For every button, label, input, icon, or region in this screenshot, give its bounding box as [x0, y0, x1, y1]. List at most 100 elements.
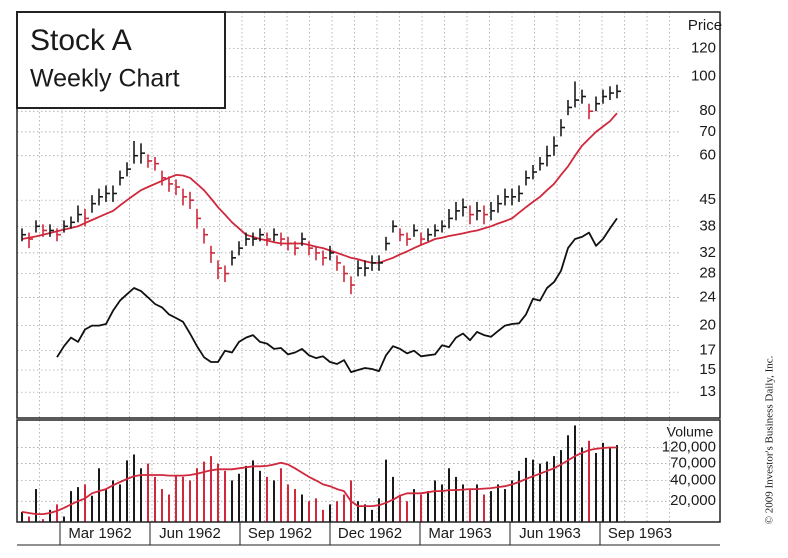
volume-bar — [147, 463, 149, 522]
volume-bar — [616, 445, 618, 522]
y-tick-label: 120 — [691, 40, 716, 57]
volume-bar — [539, 463, 541, 522]
volume-bar — [259, 470, 261, 522]
x-tick-label: Dec 1962 — [338, 525, 402, 542]
volume-bar — [182, 476, 184, 522]
chart-title: Stock A — [30, 24, 132, 57]
volume-bar — [266, 476, 268, 522]
volume-bar — [448, 468, 450, 522]
volume-bar — [455, 476, 457, 522]
y-tick-label: 60 — [699, 147, 716, 164]
y-tick-label: 24 — [699, 288, 716, 305]
volume-bar — [364, 504, 366, 522]
x-tick-label: Mar 1963 — [428, 525, 491, 542]
volume-bar — [581, 447, 583, 522]
volume-bar — [413, 489, 415, 522]
volume-bar — [21, 511, 23, 522]
volume-bar — [315, 498, 317, 522]
volume-bar — [532, 459, 534, 522]
title-box — [16, 11, 226, 109]
volume-bar — [525, 457, 527, 522]
volume-bar — [42, 519, 44, 522]
volume-bar — [105, 489, 107, 522]
volume-bar — [168, 494, 170, 522]
volume-bar — [77, 487, 79, 522]
y-tick-label: 17 — [699, 342, 716, 359]
x-tick-label: Sep 1962 — [248, 525, 312, 542]
volume-bar — [252, 460, 254, 522]
chart-layer: 120 100 80 70 60 45 38 32 28 24 20 17 15 13 Mar 1962 Ju… — [17, 40, 720, 546]
volume-bar — [553, 456, 555, 522]
volume-bar — [231, 480, 233, 522]
volume-bar — [595, 452, 597, 522]
x-tick-label: Mar 1962 — [68, 525, 131, 542]
volume-bar — [357, 501, 359, 522]
y-tick-label: 100 — [691, 68, 716, 85]
volume-bar — [245, 465, 247, 522]
volume-bar — [462, 484, 464, 522]
credit: © 2009 Investor's Business Daily, Inc. — [764, 355, 776, 524]
volume-bar — [343, 494, 345, 522]
volume-bar — [434, 480, 436, 522]
volume-bar — [609, 447, 611, 522]
volume-bar — [175, 474, 177, 522]
volume-axis-label: Volume — [667, 424, 714, 440]
volume-bar — [476, 484, 478, 522]
y-tick-label: 15 — [699, 361, 716, 378]
y-tick-label: 40,000 — [670, 471, 716, 488]
volume-bar — [560, 450, 562, 522]
relative-strength-line — [56, 217, 618, 373]
volume-bar — [588, 440, 590, 522]
volume-bar — [161, 489, 163, 522]
volume-bar — [112, 480, 114, 522]
volume-bar — [154, 476, 156, 522]
volume-bar — [35, 489, 37, 522]
price-axis-label: Price — [688, 17, 722, 34]
volume-bar — [189, 480, 191, 522]
volume-bar — [399, 494, 401, 522]
y-tick-label: 45 — [699, 191, 716, 208]
x-tick-label: Jun 1963 — [519, 525, 581, 542]
volume-bar — [287, 484, 289, 522]
y-tick-label: 38 — [699, 217, 716, 234]
volume-bar — [84, 484, 86, 522]
x-tick-label: Sep 1963 — [608, 525, 672, 542]
volume-bar — [420, 494, 422, 522]
volume-bar — [378, 498, 380, 522]
volume-bar — [441, 484, 443, 522]
volume-bar — [28, 516, 30, 522]
price-panel-frame — [16, 11, 721, 419]
volume-bar — [406, 501, 408, 522]
volume-bar — [133, 454, 135, 522]
y-tick-label: 32 — [699, 244, 716, 261]
volume-bar — [56, 504, 58, 522]
volume-panel-frame — [16, 419, 721, 523]
volume-bar — [574, 425, 576, 522]
y-tick-label: 20 — [699, 317, 716, 334]
x-tick-label: Jun 1962 — [159, 525, 221, 542]
y-tick-label: 70 — [699, 123, 716, 140]
volume-bar — [98, 468, 100, 522]
chart-subtitle: Weekly Chart — [30, 65, 180, 93]
volume-bar — [329, 504, 331, 522]
volume-bar — [273, 480, 275, 522]
y-tick-label: 70,000 — [670, 455, 716, 472]
volume-bar — [483, 494, 485, 522]
volume-bar — [196, 468, 198, 522]
volume-bar — [217, 463, 219, 522]
volume-bar — [63, 516, 65, 522]
volume-bar — [504, 489, 506, 522]
volume-bar — [49, 509, 51, 522]
volume-bar — [469, 489, 471, 522]
volume-bar — [511, 480, 513, 522]
y-tick-label: 20,000 — [670, 492, 716, 509]
volume-bar — [490, 491, 492, 522]
volume-bar — [203, 461, 205, 522]
volume-bar — [385, 459, 387, 522]
y-tick-label: 13 — [699, 383, 716, 400]
volume-bar — [280, 468, 282, 522]
volume-bar — [602, 442, 604, 522]
y-tick-label: 120,000 — [662, 438, 716, 455]
